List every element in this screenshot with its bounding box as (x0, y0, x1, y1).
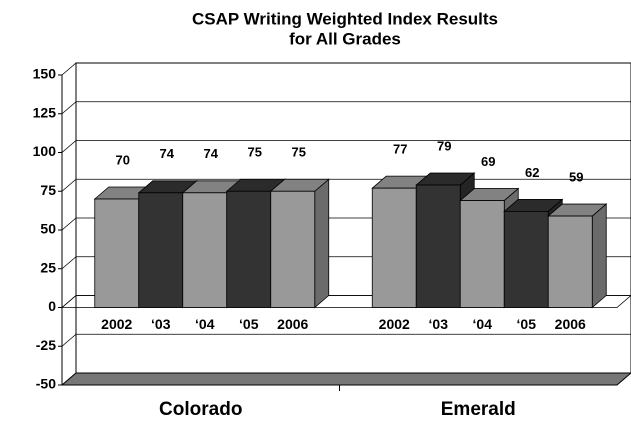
bar (94, 198, 140, 308)
y-tick-label: 50 (40, 221, 56, 237)
value-label: 74 (160, 146, 175, 161)
grid-line (61, 62, 77, 76)
y-tick-label: -25 (36, 337, 56, 353)
grid-line (61, 101, 77, 115)
bar (270, 190, 316, 308)
value-label: 74 (204, 146, 219, 161)
group-label: Colorado (159, 399, 242, 420)
y-tick-label: 0 (48, 298, 56, 314)
group-label: Emerald (441, 399, 516, 420)
grid-line (61, 140, 77, 153)
bar (415, 184, 461, 308)
y-tick-label: -50 (36, 376, 56, 392)
y-tick-label: 100 (33, 143, 57, 159)
bar-side (314, 178, 330, 309)
y-tick-label: 75 (40, 182, 56, 198)
x-tick-label: 2006 (555, 316, 586, 332)
bar (226, 190, 272, 308)
x-tick-label: ‘03 (429, 316, 449, 332)
bar (503, 210, 549, 308)
bar (459, 200, 505, 308)
bar (547, 215, 593, 308)
value-label: 69 (481, 154, 495, 169)
x-tick-label: ‘05 (517, 316, 537, 332)
x-tick-label: ‘04 (473, 316, 493, 332)
grid-line (61, 333, 77, 347)
y-tick-label: 150 (33, 66, 57, 82)
value-label: 75 (248, 145, 262, 160)
y-tick-label: 125 (33, 104, 57, 120)
grid-line (61, 256, 77, 270)
grid-line (61, 217, 77, 231)
x-tick-label: ‘03 (151, 316, 171, 332)
bar (138, 192, 184, 308)
x-tick-label: 2002 (379, 316, 410, 332)
value-label: 79 (437, 138, 451, 153)
value-label: 59 (569, 169, 583, 184)
floor (60, 372, 631, 386)
chart-title: CSAP Writing Weighted Index Results (192, 9, 498, 28)
bar (371, 187, 417, 308)
x-tick-label: 2006 (277, 316, 308, 332)
x-tick-label: ‘05 (239, 316, 259, 332)
y-tick-label: 25 (40, 259, 56, 275)
chart-title: for All Grades (289, 29, 401, 48)
grid-line (61, 178, 77, 192)
x-tick-label: ‘04 (195, 316, 215, 332)
x-tick-label: 2002 (101, 316, 132, 332)
bar (182, 192, 228, 308)
value-label: 75 (292, 145, 306, 160)
bar-side (591, 203, 607, 309)
value-label: 77 (393, 142, 407, 157)
value-label: 62 (525, 165, 539, 180)
value-label: 70 (116, 152, 130, 167)
